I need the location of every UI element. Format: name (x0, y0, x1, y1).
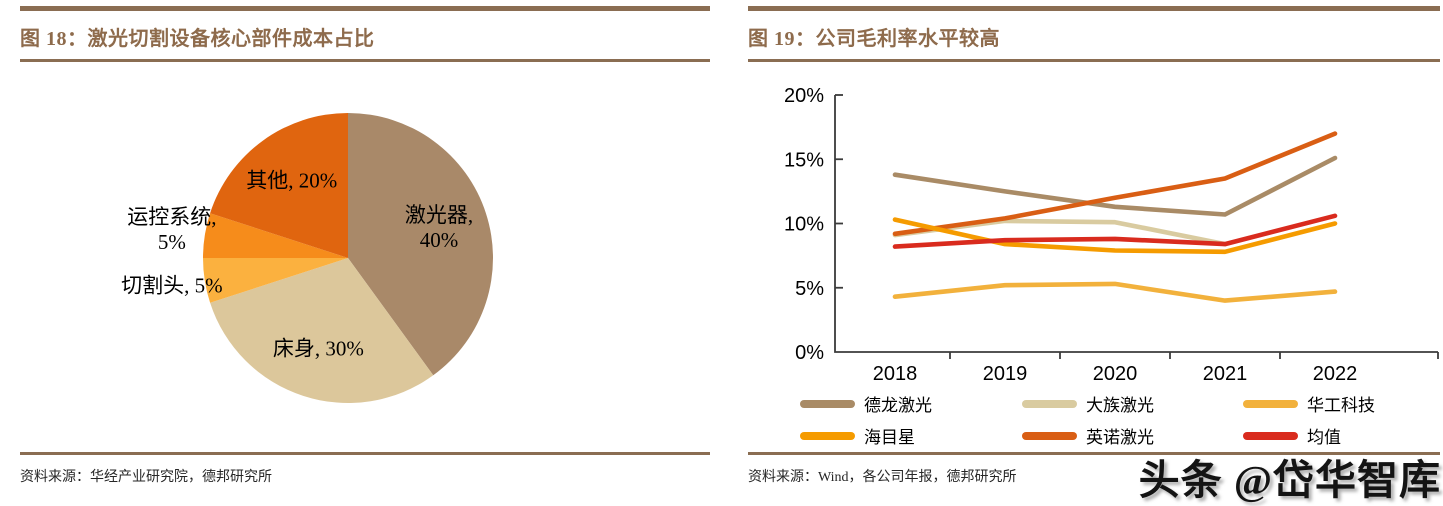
fig18-title: 图 18：激光切割设备核心部件成本占比 (20, 28, 375, 50)
pie-chart (203, 113, 494, 403)
legend-item-1: 大族激光 (1022, 391, 1243, 416)
fig18-bottom-rule (20, 452, 710, 455)
y-tick-label: 0% (795, 342, 824, 364)
y-tick-label: 5% (795, 278, 824, 300)
legend-label: 均值 (1307, 428, 1341, 447)
legend-swatch (800, 399, 855, 408)
fig19-title: 图 19：公司毛利率水平较高 (748, 28, 1000, 50)
series-line-0 (892, 155, 1338, 217)
legend-label: 华工科技 (1307, 396, 1375, 415)
pie-slice-1 (210, 258, 434, 403)
series-line-2 (892, 281, 1338, 303)
legend-swatch (1243, 431, 1298, 440)
y-tick-label: 20% (784, 85, 824, 107)
fig19-source: 资料来源：Wind，各公司年报，德邦研究所 (748, 470, 1017, 485)
fig18-top-rule (20, 6, 710, 11)
legend-swatch (1243, 399, 1298, 408)
pie-slice-4 (210, 113, 348, 258)
series-line-3 (892, 217, 1338, 255)
legend-swatch (1022, 399, 1077, 408)
fig18-source: 资料来源：华经产业研究院，德邦研究所 (20, 470, 272, 485)
legend-item-0: 德龙激光 (800, 391, 1022, 416)
legend-item-4: 英诺激光 (1022, 423, 1243, 448)
x-tick-label: 2019 (983, 363, 1028, 385)
pie-slice-3 (203, 213, 348, 258)
toutiao-watermark: 头条 @岱华智库 (1136, 455, 1442, 506)
legend-item-5: 均值 (1243, 423, 1443, 448)
series-line-4 (892, 131, 1338, 237)
fig19-top-rule (748, 6, 1440, 11)
legend-label: 德龙激光 (864, 396, 932, 415)
axes (834, 95, 1438, 353)
x-tick-label: 2020 (1093, 363, 1138, 385)
legend-swatch (800, 431, 855, 440)
y-tick-label: 10% (784, 214, 824, 236)
series-line-5 (892, 213, 1338, 249)
fig19-title-rule (748, 59, 1440, 62)
legend-label: 海目星 (864, 428, 915, 447)
x-tick-label: 2022 (1313, 363, 1358, 385)
fig18-title-rule (20, 59, 710, 62)
fig19-bottom-rule (748, 452, 1440, 455)
legend-item-3: 海目星 (800, 423, 1022, 448)
pie-slice-2 (203, 258, 348, 303)
legend-label: 大族激光 (1086, 396, 1154, 415)
pie-slice-0 (348, 113, 494, 376)
line-chart-legend: 德龙激光 大族激光 华工科技海目星 英诺激光 均值 (800, 391, 1443, 448)
y-tick-label: 15% (784, 149, 824, 171)
x-tick-label: 2018 (873, 363, 918, 385)
legend-item-2: 华工科技 (1243, 391, 1443, 416)
legend-swatch (1022, 431, 1077, 440)
x-tick-label: 2021 (1203, 363, 1248, 385)
line-chart: 0% 5% 10% 15% 20% 2018 2019 2020 2021 2022 (784, 85, 1439, 385)
legend-label: 英诺激光 (1086, 428, 1154, 447)
